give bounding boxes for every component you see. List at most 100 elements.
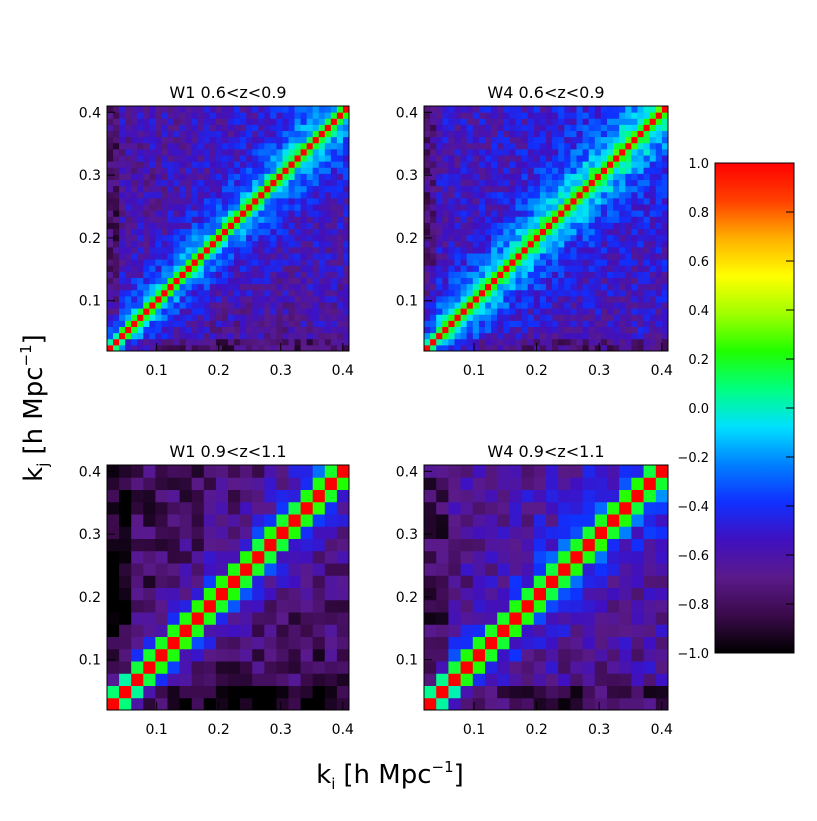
heatmap-cell bbox=[167, 326, 175, 334]
heatmap-cell bbox=[215, 465, 229, 478]
heatmap-cell bbox=[643, 265, 651, 272]
heatmap-cell bbox=[324, 142, 332, 150]
heatmap-cell bbox=[521, 148, 529, 156]
heatmap-cell bbox=[497, 106, 504, 113]
heatmap-cell bbox=[306, 338, 314, 346]
heatmap-cell bbox=[155, 332, 162, 340]
heatmap-cell bbox=[649, 118, 657, 125]
heatmap-cell bbox=[282, 112, 289, 119]
heatmap-cell bbox=[613, 344, 620, 352]
heatmap-cell bbox=[167, 142, 175, 150]
heatmap-cell bbox=[282, 142, 289, 150]
heatmap-cell bbox=[324, 489, 338, 503]
heatmap-cell bbox=[424, 563, 437, 576]
heatmap-cell bbox=[436, 173, 443, 181]
heatmap-cell bbox=[430, 234, 437, 242]
heatmap-cell bbox=[324, 112, 332, 119]
heatmap-cell bbox=[460, 465, 474, 478]
heatmap-cell bbox=[318, 204, 326, 211]
heatmap-cell bbox=[655, 563, 669, 576]
heatmap-cell bbox=[288, 538, 302, 552]
heatmap-cell bbox=[330, 338, 338, 346]
heatmap-cell bbox=[264, 204, 271, 211]
heatmap-cell bbox=[582, 216, 590, 223]
heatmap-cell bbox=[649, 216, 657, 223]
heatmap-cell bbox=[582, 112, 590, 119]
heatmap-cell bbox=[643, 210, 651, 217]
heatmap-cell bbox=[155, 295, 162, 303]
heatmap-cell bbox=[264, 289, 271, 297]
heatmap-cell bbox=[252, 124, 259, 132]
heatmap-cell bbox=[330, 216, 338, 223]
heatmap-cell bbox=[185, 148, 193, 156]
heatmap-cell bbox=[173, 179, 181, 187]
heatmap-cell bbox=[252, 283, 259, 291]
heatmap-cell bbox=[342, 216, 350, 223]
heatmap-cell bbox=[258, 320, 265, 328]
heatmap-cell bbox=[209, 161, 217, 168]
heatmap-cell bbox=[631, 148, 638, 156]
heatmap-cell bbox=[521, 575, 535, 588]
heatmap-cell bbox=[497, 142, 504, 150]
heatmap-cell bbox=[155, 673, 168, 686]
heatmap-cell bbox=[485, 501, 498, 515]
heatmap-cell bbox=[342, 283, 350, 291]
heatmap-cell bbox=[509, 550, 523, 564]
heatmap-cell bbox=[655, 338, 663, 346]
heatmap-cell bbox=[582, 338, 590, 346]
heatmap-cell bbox=[137, 277, 144, 285]
heatmap-cell bbox=[631, 142, 638, 150]
heatmap-cell bbox=[312, 624, 326, 637]
heatmap-cell bbox=[485, 636, 498, 650]
heatmap-cell bbox=[276, 155, 283, 162]
heatmap-cell bbox=[185, 179, 193, 187]
heatmap-cell bbox=[155, 167, 162, 174]
heatmap-cell bbox=[234, 130, 241, 138]
heatmap-cell bbox=[270, 314, 277, 321]
heatmap-cell bbox=[330, 265, 338, 272]
heatmap-cell bbox=[191, 624, 205, 637]
heatmap-cell bbox=[191, 314, 199, 321]
heatmap-cell bbox=[155, 246, 162, 254]
heatmap-cell bbox=[527, 228, 535, 236]
heatmap-cell bbox=[539, 197, 547, 205]
heatmap-cell bbox=[491, 185, 498, 193]
heatmap-cell bbox=[191, 130, 199, 138]
heatmap-cell bbox=[564, 240, 571, 248]
heatmap-cell bbox=[582, 624, 596, 637]
heatmap-cell bbox=[185, 295, 193, 303]
heatmap-cell bbox=[131, 289, 138, 297]
heatmap-cell bbox=[246, 332, 253, 340]
heatmap-cell bbox=[119, 179, 126, 187]
heatmap-cell bbox=[330, 277, 338, 285]
heatmap-cell bbox=[203, 234, 211, 242]
heatmap-cell bbox=[454, 155, 462, 162]
heatmap-cell bbox=[625, 204, 632, 211]
heatmap-cell bbox=[113, 234, 120, 242]
heatmap-cell bbox=[137, 289, 144, 297]
heatmap-cell bbox=[436, 259, 443, 266]
heatmap-cell bbox=[448, 636, 462, 650]
heatmap-cell bbox=[607, 661, 620, 674]
heatmap-cell bbox=[246, 191, 253, 199]
heatmap-cell bbox=[143, 210, 150, 217]
heatmap-cell bbox=[191, 142, 199, 150]
heatmap-cell bbox=[306, 253, 314, 260]
heatmap-cell bbox=[270, 265, 277, 272]
heatmap-cell bbox=[113, 302, 120, 309]
heatmap-cell bbox=[442, 271, 449, 279]
heatmap-cell bbox=[288, 289, 296, 297]
heatmap-cell bbox=[466, 228, 474, 236]
heatmap-cell bbox=[546, 118, 553, 125]
heatmap-cell bbox=[167, 599, 181, 613]
heatmap-cell bbox=[582, 228, 590, 236]
heatmap-cell bbox=[570, 240, 577, 248]
heatmap-cell bbox=[324, 271, 332, 279]
heatmap-cell bbox=[527, 167, 535, 174]
heatmap-cell bbox=[324, 661, 338, 674]
heatmap-cell bbox=[300, 326, 308, 334]
heatmap-cell bbox=[515, 295, 523, 303]
heatmap-cell bbox=[131, 465, 144, 478]
heatmap-cell bbox=[527, 136, 535, 144]
heatmap-cell bbox=[613, 185, 620, 193]
